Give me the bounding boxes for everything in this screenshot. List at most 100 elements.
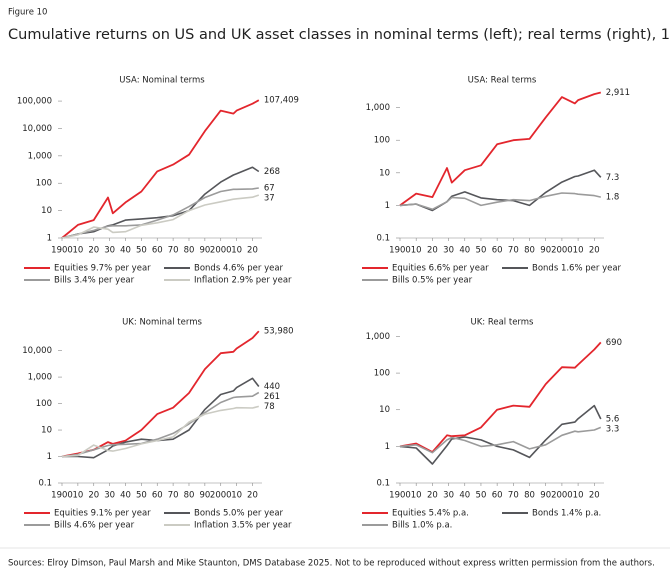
x-tick-label: 30 (104, 491, 115, 501)
end-label: 268 (264, 167, 280, 177)
x-tick-label: 30 (443, 246, 454, 256)
end-label: 261 (264, 392, 280, 402)
x-tick-label: 20 (589, 246, 600, 256)
series-line (399, 169, 602, 212)
x-tick-label: 20 (589, 491, 600, 501)
x-tick-label: 60 (492, 246, 503, 256)
x-tick-label: 20 (88, 491, 99, 501)
y-tick-label: 100 (36, 179, 52, 189)
x-tick-label: 2000 (210, 491, 232, 501)
legend-label: Bonds 4.6% per year (194, 264, 284, 274)
end-label: 1.8 (606, 193, 620, 203)
x-tick-label: 50 (136, 246, 147, 256)
sources: Sources: Elroy Dimson, Paul Marsh and Mi… (8, 559, 655, 569)
x-tick-label: 40 (459, 491, 470, 501)
x-tick-label: 10 (231, 246, 242, 256)
series-line (61, 330, 260, 458)
legend-label: Equities 9.1% per year (54, 509, 151, 519)
y-tick-label: 10,000 (22, 124, 52, 134)
x-tick-label: 10 (573, 246, 584, 256)
x-tick-label: 70 (508, 246, 519, 256)
end-label: 440 (264, 382, 280, 392)
y-tick-label: 1 (47, 452, 52, 462)
series-line (62, 377, 260, 459)
x-tick-label: 30 (443, 491, 454, 501)
legend-label: Equities 5.4% p.a. (392, 509, 469, 519)
y-tick-label: 10 (379, 168, 390, 178)
x-tick-label: 90 (199, 246, 210, 256)
x-tick-label: 90 (540, 491, 551, 501)
x-tick-label: 10 (411, 491, 422, 501)
end-label: 5.6 (606, 414, 620, 424)
x-tick-label: 1900 (51, 246, 73, 256)
x-tick-label: 80 (524, 246, 535, 256)
y-tick-label: 1 (47, 234, 52, 244)
panel-title: USA: Real terms (468, 76, 537, 86)
y-tick-label: 100 (374, 136, 390, 146)
y-tick-label: 1,000 (28, 373, 52, 383)
figure-label: Figure 10 (8, 8, 47, 18)
y-tick-label: 1,000 (366, 103, 390, 113)
series-line (61, 99, 260, 239)
series-line (399, 404, 602, 465)
y-tick-label: 0.1 (376, 234, 390, 244)
x-tick-label: 1900 (389, 491, 411, 501)
x-tick-label: 10 (72, 246, 83, 256)
end-label: 690 (606, 338, 622, 348)
end-label: 107,409 (264, 96, 299, 106)
x-tick-label: 1900 (389, 246, 411, 256)
x-tick-label: 70 (508, 491, 519, 501)
end-label: 2,911 (606, 88, 630, 98)
x-tick-label: 20 (427, 246, 438, 256)
x-tick-label: 80 (524, 491, 535, 501)
x-tick-label: 30 (104, 246, 115, 256)
legend-label: Inflation 3.5% per year (194, 521, 292, 531)
end-label: 3.3 (606, 424, 620, 434)
x-tick-label: 70 (168, 246, 179, 256)
x-tick-label: 2000 (551, 491, 573, 501)
legend-label: Inflation 2.9% per year (194, 276, 292, 286)
x-tick-label: 1900 (51, 491, 73, 501)
series-line (399, 91, 602, 207)
legend-label: Bills 3.4% per year (54, 276, 135, 286)
x-tick-label: 90 (540, 246, 551, 256)
panel-title: USA: Nominal terms (119, 76, 205, 86)
x-tick-label: 20 (427, 491, 438, 501)
series-line (399, 341, 602, 453)
y-tick-label: 10,000 (22, 346, 52, 356)
x-tick-label: 10 (411, 246, 422, 256)
legend-label: Bonds 1.6% per year (532, 264, 622, 274)
y-tick-label: 0.1 (376, 479, 390, 489)
panel-title: UK: Nominal terms (122, 318, 202, 328)
end-label: 53,980 (264, 327, 294, 337)
y-tick-label: 10 (379, 405, 390, 415)
y-tick-label: 1,000 (28, 151, 52, 161)
y-tick-label: 0.1 (38, 479, 52, 489)
x-tick-label: 10 (231, 491, 242, 501)
x-tick-label: 2000 (551, 246, 573, 256)
y-tick-label: 10 (41, 426, 52, 436)
y-tick-label: 1 (385, 442, 390, 452)
legend-label: Bills 0.5% per year (392, 276, 473, 286)
x-tick-label: 40 (120, 246, 131, 256)
y-tick-label: 1 (385, 201, 390, 211)
legend-label: Bonds 1.4% p.a. (532, 509, 601, 519)
legend-label: Bills 4.6% per year (54, 521, 135, 531)
x-tick-label: 80 (184, 246, 195, 256)
end-label: 67 (264, 183, 275, 193)
series-line (61, 405, 259, 458)
figure-title: Cumulative returns on US and UK asset cl… (8, 27, 670, 43)
x-tick-label: 60 (152, 491, 163, 501)
x-tick-label: 20 (88, 246, 99, 256)
legend-label: Equities 9.7% per year (54, 264, 151, 274)
y-tick-label: 100 (36, 399, 52, 409)
end-label: 78 (264, 402, 275, 412)
x-tick-label: 90 (199, 491, 210, 501)
end-label: 7.3 (606, 173, 620, 183)
x-tick-label: 50 (476, 246, 487, 256)
x-tick-label: 50 (136, 491, 147, 501)
x-tick-label: 70 (168, 491, 179, 501)
x-tick-label: 2000 (210, 246, 232, 256)
end-label: 37 (264, 193, 275, 203)
